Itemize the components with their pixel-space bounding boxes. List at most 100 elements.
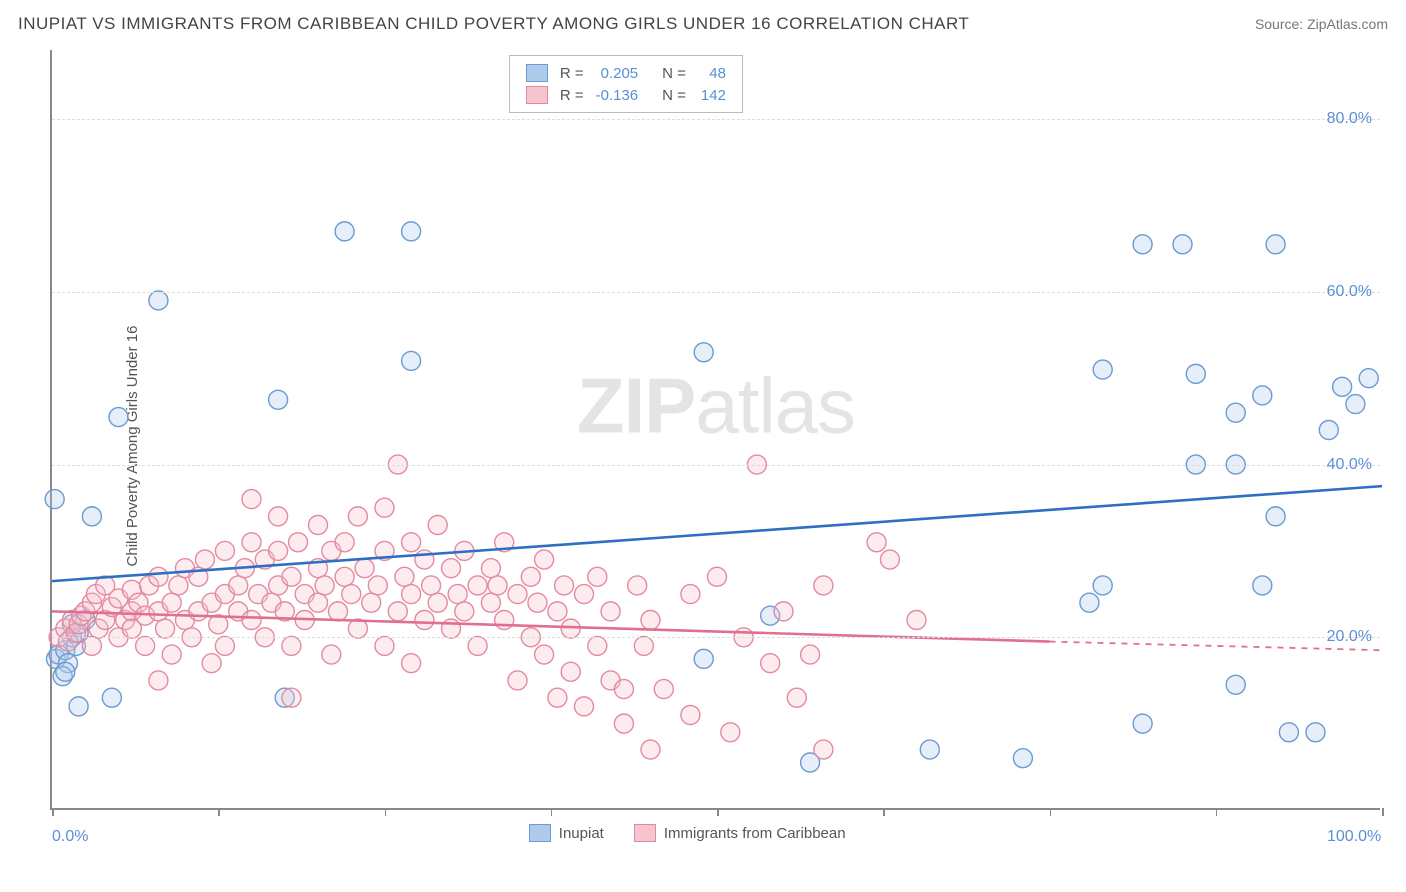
r-label: R = (554, 84, 590, 106)
x-tick (1216, 808, 1218, 816)
data-point-inupiat (1093, 576, 1112, 595)
series-legend: Inupiat Immigrants from Caribbean (529, 824, 846, 842)
data-point-caribbean (136, 636, 155, 655)
chart-title: INUPIAT VS IMMIGRANTS FROM CARIBBEAN CHI… (18, 14, 969, 34)
data-point-caribbean (814, 576, 833, 595)
y-tick-label: 60.0% (1327, 283, 1372, 301)
data-point-caribbean (415, 611, 434, 630)
n-label: N = (656, 62, 692, 84)
swatch-caribbean (634, 824, 656, 842)
data-point-inupiat (102, 688, 121, 707)
data-point-caribbean (508, 585, 527, 604)
data-point-caribbean (428, 516, 447, 535)
data-point-caribbean (202, 654, 221, 673)
swatch-caribbean (526, 86, 548, 104)
data-point-inupiat (1133, 235, 1152, 254)
r-value-caribbean: -0.136 (590, 84, 645, 106)
data-point-caribbean (242, 490, 261, 509)
n-value-caribbean: 142 (692, 84, 732, 106)
data-point-inupiat (56, 662, 75, 681)
legend-row-inupiat: R = 0.205 N = 48 (520, 62, 732, 84)
data-point-inupiat (920, 740, 939, 759)
legend-label-inupiat: Inupiat (559, 825, 604, 842)
data-point-inupiat (1133, 714, 1152, 733)
data-point-caribbean (282, 567, 301, 586)
gridline (52, 465, 1380, 466)
data-point-caribbean (614, 680, 633, 699)
data-point-inupiat (1226, 675, 1245, 694)
x-tick-label: 100.0% (1327, 828, 1381, 846)
data-point-caribbean (787, 688, 806, 707)
data-point-caribbean (561, 619, 580, 638)
x-tick (717, 808, 719, 816)
data-point-caribbean (422, 576, 441, 595)
data-point-inupiat (1093, 360, 1112, 379)
data-point-inupiat (1173, 235, 1192, 254)
data-point-caribbean (162, 593, 181, 612)
data-point-caribbean (641, 740, 660, 759)
data-point-caribbean (535, 550, 554, 569)
x-tick (883, 808, 885, 816)
data-point-caribbean (215, 636, 234, 655)
data-point-inupiat (1266, 235, 1285, 254)
data-point-caribbean (309, 593, 328, 612)
data-point-caribbean (867, 533, 886, 552)
x-tick (218, 808, 220, 816)
data-point-caribbean (708, 567, 727, 586)
data-point-caribbean (328, 602, 347, 621)
data-point-caribbean (721, 723, 740, 742)
data-point-caribbean (801, 645, 820, 664)
swatch-inupiat (526, 64, 548, 82)
data-point-caribbean (555, 576, 574, 595)
data-point-caribbean (448, 585, 467, 604)
x-tick (1382, 808, 1384, 816)
data-point-caribbean (149, 567, 168, 586)
r-value-inupiat: 0.205 (590, 62, 645, 84)
data-point-caribbean (402, 533, 421, 552)
data-point-inupiat (269, 390, 288, 409)
data-point-caribbean (169, 576, 188, 595)
scatter-plot-area: ZIPatlas 20.0%40.0%60.0%80.0%0.0%100.0% (50, 50, 1380, 810)
data-point-inupiat (69, 697, 88, 716)
data-point-caribbean (282, 636, 301, 655)
data-point-caribbean (588, 636, 607, 655)
r-label: R = (554, 62, 590, 84)
data-point-caribbean (774, 602, 793, 621)
data-point-caribbean (528, 593, 547, 612)
data-point-caribbean (195, 550, 214, 569)
data-point-inupiat (1306, 723, 1325, 742)
legend-item-inupiat: Inupiat (529, 824, 604, 842)
y-tick-label: 80.0% (1327, 110, 1372, 128)
data-point-inupiat (1013, 749, 1032, 768)
data-point-caribbean (535, 645, 554, 664)
data-point-caribbean (82, 636, 101, 655)
data-point-caribbean (428, 593, 447, 612)
data-point-caribbean (342, 585, 361, 604)
data-point-caribbean (269, 507, 288, 526)
data-point-caribbean (269, 541, 288, 560)
gridline (52, 119, 1380, 120)
gridline (52, 637, 1380, 638)
data-point-caribbean (375, 498, 394, 517)
legend-label-caribbean: Immigrants from Caribbean (664, 825, 846, 842)
data-point-caribbean (355, 559, 374, 578)
legend-row-caribbean: R = -0.136 N = 142 (520, 84, 732, 106)
data-point-caribbean (521, 567, 540, 586)
data-point-caribbean (907, 611, 926, 630)
x-tick (1050, 808, 1052, 816)
gridline (52, 292, 1380, 293)
data-point-caribbean (814, 740, 833, 759)
data-point-caribbean (442, 559, 461, 578)
data-point-inupiat (1186, 364, 1205, 383)
data-point-caribbean (488, 576, 507, 595)
data-point-caribbean (362, 593, 381, 612)
data-point-inupiat (402, 351, 421, 370)
data-point-inupiat (1253, 386, 1272, 405)
data-point-caribbean (455, 602, 474, 621)
correlation-table: R = 0.205 N = 48 R = -0.136 N = 142 (520, 62, 732, 106)
data-point-inupiat (1333, 377, 1352, 396)
data-point-caribbean (156, 619, 175, 638)
data-point-caribbean (368, 576, 387, 595)
x-tick-label: 0.0% (52, 828, 88, 846)
data-point-caribbean (282, 688, 301, 707)
